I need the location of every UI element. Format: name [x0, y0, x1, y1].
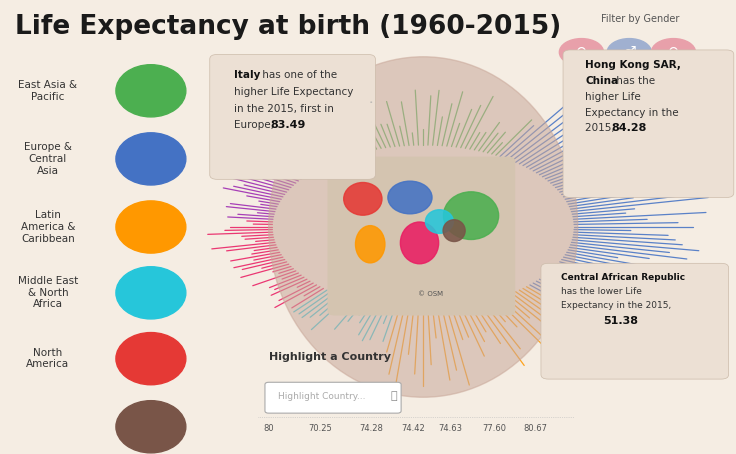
Text: Life Expectancy at birth (1960-2015): Life Expectancy at birth (1960-2015): [15, 14, 561, 39]
Text: Hong Kong SAR,: Hong Kong SAR,: [585, 60, 681, 70]
FancyBboxPatch shape: [563, 50, 734, 197]
Ellipse shape: [355, 226, 385, 263]
FancyBboxPatch shape: [328, 157, 515, 316]
Ellipse shape: [116, 64, 185, 117]
Circle shape: [651, 39, 696, 66]
Ellipse shape: [388, 181, 432, 214]
Text: higher Life Expectancy: higher Life Expectancy: [234, 87, 353, 97]
Text: Highlight Country...: Highlight Country...: [278, 392, 366, 401]
Ellipse shape: [116, 400, 185, 453]
Circle shape: [607, 39, 651, 66]
Text: 74.28: 74.28: [360, 424, 383, 434]
Text: © OSM: © OSM: [418, 291, 443, 297]
Text: Latin
America &
Caribbean: Latin America & Caribbean: [21, 210, 75, 244]
Text: Europe,: Europe,: [234, 120, 277, 130]
Ellipse shape: [116, 133, 185, 185]
Ellipse shape: [344, 183, 382, 215]
Text: ♀: ♀: [576, 44, 587, 60]
Ellipse shape: [116, 332, 185, 385]
Ellipse shape: [269, 57, 578, 397]
Text: 70.25: 70.25: [308, 424, 332, 434]
Text: Italy: Italy: [234, 70, 261, 80]
Text: Filter by Gender: Filter by Gender: [601, 14, 679, 24]
Text: 83.49: 83.49: [271, 120, 306, 130]
Text: Middle East
& North
Africa: Middle East & North Africa: [18, 276, 78, 310]
Text: ♂: ♂: [623, 44, 636, 60]
Text: 74.42: 74.42: [402, 424, 425, 434]
Text: ♀: ♀: [668, 44, 679, 60]
Text: Europe &
Central
Asia: Europe & Central Asia: [24, 142, 72, 176]
Text: Expectancy in the: Expectancy in the: [585, 108, 679, 118]
Text: 74.63: 74.63: [439, 424, 462, 434]
Text: China: China: [585, 76, 618, 86]
Text: Highlight a Country: Highlight a Country: [269, 352, 391, 362]
Text: 77.60: 77.60: [483, 424, 506, 434]
Text: has one of the: has one of the: [259, 70, 337, 80]
Text: 80.67: 80.67: [524, 424, 548, 434]
Text: 2015,: 2015,: [585, 123, 618, 133]
Text: has the: has the: [613, 76, 655, 86]
Text: 51.38: 51.38: [604, 316, 639, 326]
Text: East Asia &
Pacific: East Asia & Pacific: [18, 80, 77, 102]
FancyBboxPatch shape: [210, 54, 375, 179]
Ellipse shape: [425, 210, 453, 233]
Text: higher Life: higher Life: [585, 92, 641, 102]
Ellipse shape: [400, 222, 439, 264]
Text: has the lower Life: has the lower Life: [561, 287, 642, 296]
FancyBboxPatch shape: [541, 263, 729, 379]
Text: 80: 80: [263, 424, 274, 434]
Circle shape: [559, 39, 604, 66]
Text: in the 2015, first in: in the 2015, first in: [234, 104, 334, 114]
Text: 84.28: 84.28: [612, 123, 647, 133]
FancyBboxPatch shape: [265, 382, 401, 413]
Ellipse shape: [443, 192, 498, 239]
Text: Expectancy in the 2015,: Expectancy in the 2015,: [561, 301, 671, 310]
Text: North
America: North America: [26, 348, 69, 370]
Text: Central African Republic: Central African Republic: [561, 273, 685, 282]
Text: ⌕: ⌕: [390, 391, 397, 401]
Ellipse shape: [116, 201, 185, 253]
Ellipse shape: [116, 267, 185, 319]
Ellipse shape: [443, 220, 465, 242]
